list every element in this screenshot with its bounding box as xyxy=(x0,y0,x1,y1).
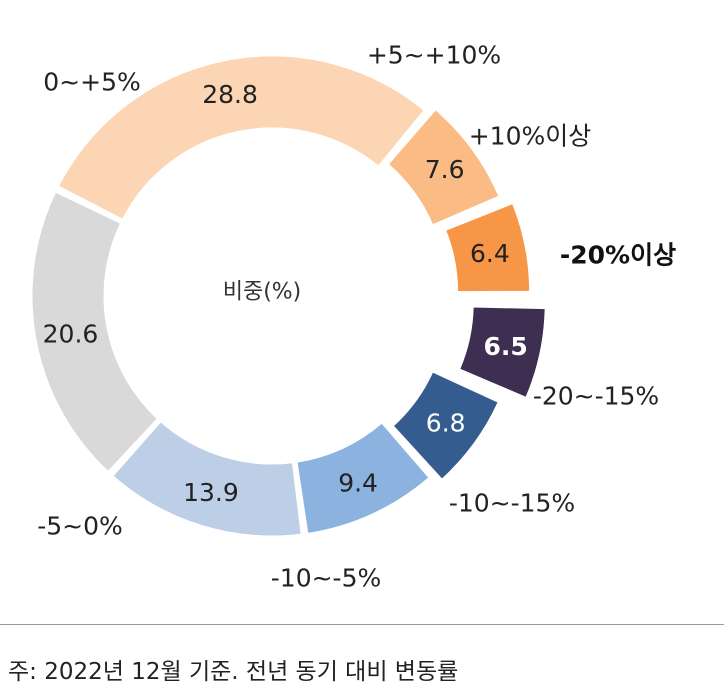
slice-value-label: 9.4 xyxy=(338,469,378,498)
slice-value-label: 13.9 xyxy=(183,478,239,507)
footnote-divider xyxy=(0,624,724,625)
slice-value-label: 6.5 xyxy=(483,332,527,361)
slice-group: 6.8 xyxy=(392,371,499,480)
slice-category-label: +10%이상 xyxy=(469,122,592,151)
slice-group: 9.4 xyxy=(296,422,430,534)
slice-group: 13.9 xyxy=(112,421,302,537)
slice-group: 28.8 xyxy=(57,55,425,220)
donut-slice xyxy=(57,55,425,220)
footnote: 주: 2022년 12월 기준. 전년 동기 대비 변동률 xyxy=(8,659,459,685)
slice-group: 6.5 xyxy=(459,306,546,399)
slice-value-label: 28.8 xyxy=(202,80,258,109)
donut-slice xyxy=(387,109,500,226)
slice-value-label: 20.6 xyxy=(43,319,99,348)
slice-category-label: -20~-15% xyxy=(533,382,659,411)
slice-category-label: +5~+10% xyxy=(367,41,501,70)
donut-chart: 6.5 -20%이상 6.8 -20~-15% 9.4 -10~-15% 13.9 -10~-… xyxy=(31,41,676,593)
slice-category-label: -10~-15% xyxy=(449,489,575,518)
center-label: 비중(%) xyxy=(223,280,302,305)
slice-group: 20.6 xyxy=(31,191,159,473)
donut-slice xyxy=(31,191,159,473)
slice-category-label: -5~0% xyxy=(37,512,123,541)
slice-category-label: -10~-5% xyxy=(271,564,381,593)
slice-category-label: -20%이상 xyxy=(560,241,676,270)
donut-slice xyxy=(459,306,546,399)
slice-category-label: 0~+5% xyxy=(43,68,140,97)
slice-value-label: 6.4 xyxy=(470,239,510,268)
donut-slice xyxy=(296,422,430,534)
donut-slice xyxy=(445,203,531,293)
slice-group: 6.4 xyxy=(445,203,531,293)
slice-group: 7.6 xyxy=(387,109,500,226)
donut-slice xyxy=(392,371,499,480)
slice-value-label: 7.6 xyxy=(425,155,465,184)
slice-value-label: 6.8 xyxy=(426,408,466,437)
donut-slice xyxy=(112,421,302,537)
